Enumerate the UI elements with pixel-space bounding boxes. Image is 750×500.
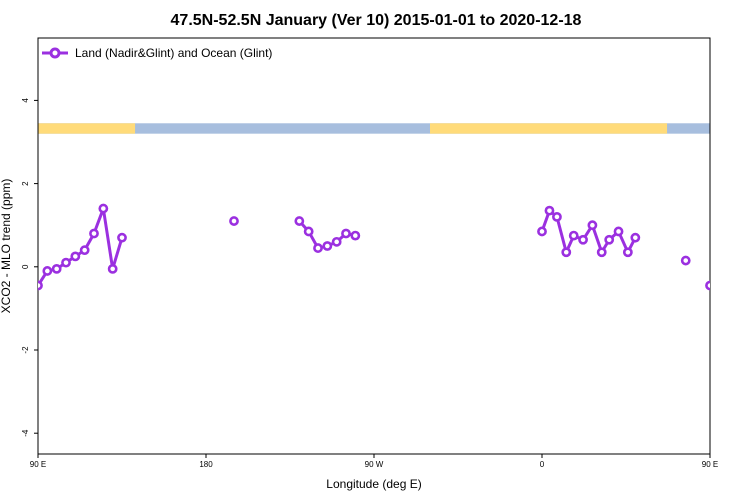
data-point: [229, 216, 239, 226]
x-tick-label: 180: [199, 460, 213, 469]
data-point: [331, 236, 342, 247]
data-point: [587, 220, 598, 231]
data-point: [89, 228, 99, 239]
data-point: [313, 243, 323, 253]
data-point: [341, 228, 351, 239]
data-point: [350, 230, 361, 241]
data-point: [604, 234, 615, 245]
data-point: [552, 211, 562, 222]
y-axis: -4 -2 0 2 4: [21, 98, 38, 437]
y-tick-label: -4: [21, 429, 30, 437]
y-tick-label: 2: [21, 181, 30, 186]
data-point: [596, 247, 607, 258]
data-point: [725, 265, 732, 272]
data-point: [568, 230, 579, 241]
data-point: [294, 216, 305, 226]
data-point: [744, 253, 750, 260]
x-axis: 90 E 180 90 W 0 90 E: [30, 454, 718, 469]
x-tick-label: 0: [540, 460, 545, 469]
legend: Land (Nadir&Glint) and Ocean (Glint): [42, 46, 272, 60]
data-point: [544, 205, 555, 216]
ocean-band: [38, 123, 710, 134]
data-point: [51, 263, 62, 274]
legend-marker: [49, 47, 61, 59]
y-axis-label: XCO2 - MLO trend (ppm): [0, 179, 13, 314]
data-point: [70, 251, 81, 262]
x-axis-label: Longitude (deg E): [326, 477, 421, 491]
land-band: [430, 123, 668, 134]
series-layer: [38, 203, 750, 291]
data-point: [303, 226, 314, 237]
data-point: [61, 257, 71, 268]
land-ocean-strip: [38, 123, 710, 134]
x-tick-label: 90 W: [365, 460, 384, 469]
data-point: [630, 232, 641, 243]
y-tick-label: 0: [21, 264, 30, 269]
data-point: [705, 280, 710, 291]
data-point: [42, 266, 53, 276]
data-point: [322, 241, 333, 251]
data-point: [38, 280, 43, 291]
legend-entry-label: Land (Nadir&Glint) and Ocean (Glint): [75, 46, 272, 60]
data-point: [79, 245, 90, 256]
data-point: [578, 234, 588, 245]
data-point: [716, 267, 723, 274]
data-point: [680, 255, 691, 266]
x-tick-label: 90 E: [702, 460, 718, 469]
plot-frame: [37, 37, 711, 455]
data-point: [613, 226, 624, 237]
chart-title: 47.5N-52.5N January (Ver 10) 2015-01-01 …: [171, 12, 582, 29]
land-band: [38, 123, 136, 134]
y-tick-label: 4: [21, 98, 30, 103]
data-point: [734, 259, 741, 266]
data-point: [98, 203, 109, 214]
y-tick-label: -2: [21, 346, 30, 354]
data-point: [622, 247, 633, 258]
series-line: [708, 282, 710, 286]
data-point: [107, 263, 118, 274]
x-tick-label: 90 E: [30, 460, 46, 469]
data-point: [561, 247, 572, 258]
data-point: [117, 232, 127, 243]
data-point: [537, 226, 547, 237]
